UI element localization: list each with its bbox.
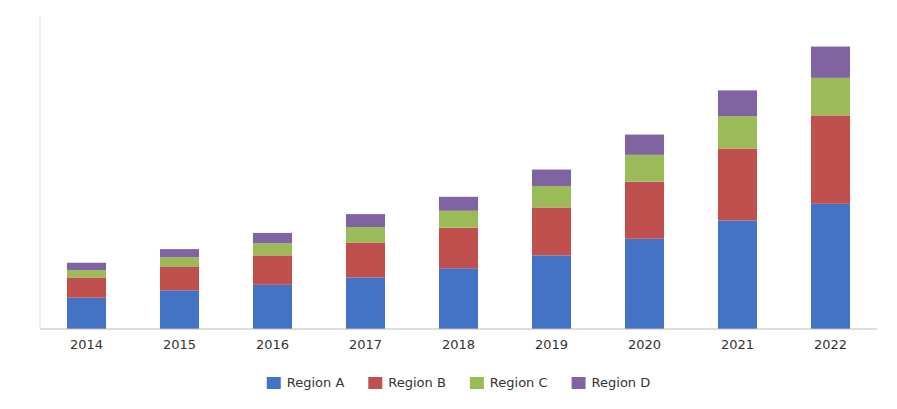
bar-segment <box>346 214 385 227</box>
bar-segment <box>625 135 664 155</box>
bar-segment <box>439 228 478 269</box>
bar-segment <box>346 242 385 277</box>
y-axis-line <box>40 16 41 329</box>
legend-label: Region C <box>490 375 548 390</box>
x-tick-label: 2014 <box>70 337 103 352</box>
legend-swatch <box>572 377 586 389</box>
legend-item: Region C <box>470 375 548 390</box>
x-tick-label: 2018 <box>442 337 475 352</box>
x-tick-label: 2019 <box>535 337 568 352</box>
x-axis-line <box>40 329 877 330</box>
bar-segment <box>67 277 106 297</box>
bar-segment <box>253 255 292 284</box>
bar-segment <box>532 170 571 187</box>
series-3 <box>67 47 850 271</box>
bar-segment <box>439 211 478 228</box>
x-tick-label: 2021 <box>721 337 754 352</box>
bar-segment <box>811 115 850 203</box>
bar-segment <box>67 270 106 277</box>
legend: Region A Region B Region C Region D <box>267 375 650 390</box>
x-tick-label: 2017 <box>349 337 382 352</box>
bar-segment <box>346 227 385 242</box>
bar-segment <box>346 277 385 329</box>
legend-item: Region A <box>267 375 345 390</box>
bar-segment <box>439 268 478 329</box>
series-2 <box>67 78 850 278</box>
legend-swatch <box>267 377 281 389</box>
bar-segment <box>718 90 757 116</box>
bar-segment <box>67 263 106 270</box>
bar-segment <box>532 255 571 329</box>
chart-svg: 2014 2015 2016 2017 2018 2019 2020 2021 2022 Regi… <box>0 0 897 409</box>
bar-segment <box>532 207 571 255</box>
bar-segment <box>439 197 478 211</box>
legend-label: Region B <box>388 375 446 390</box>
bar-segment <box>160 266 199 290</box>
bar-segment <box>625 155 664 182</box>
bar-segment <box>718 116 757 148</box>
bar-segment <box>718 149 757 221</box>
bar-segment <box>811 78 850 116</box>
bar-segment <box>67 298 106 329</box>
x-tick-label: 2015 <box>163 337 196 352</box>
chart-container: 2014 2015 2016 2017 2018 2019 2020 2021 2022 Regi… <box>0 0 897 409</box>
legend-label: Region A <box>287 375 345 390</box>
bar-segment <box>160 249 199 257</box>
bar-segment <box>253 243 292 255</box>
legend-item: Region B <box>368 375 446 390</box>
bar-segment <box>253 233 292 243</box>
bar-segment <box>625 239 664 329</box>
bar-segment <box>718 220 757 329</box>
legend-swatch <box>368 377 382 389</box>
bar-segment <box>811 204 850 329</box>
x-tick-label: 2020 <box>628 337 661 352</box>
legend-label: Region D <box>592 375 651 390</box>
bar-segment <box>253 285 292 329</box>
series-1 <box>67 115 850 297</box>
bar-segment <box>532 186 571 207</box>
bars <box>67 47 850 329</box>
bar-segment <box>160 257 199 266</box>
x-tick-label: 2016 <box>256 337 289 352</box>
legend-swatch <box>470 377 484 389</box>
bar-segment <box>160 290 199 329</box>
bar-segment <box>811 47 850 78</box>
series-0 <box>67 204 850 329</box>
bar-segment <box>625 182 664 239</box>
legend-item: Region D <box>572 375 651 390</box>
x-tick-label: 2022 <box>814 337 847 352</box>
